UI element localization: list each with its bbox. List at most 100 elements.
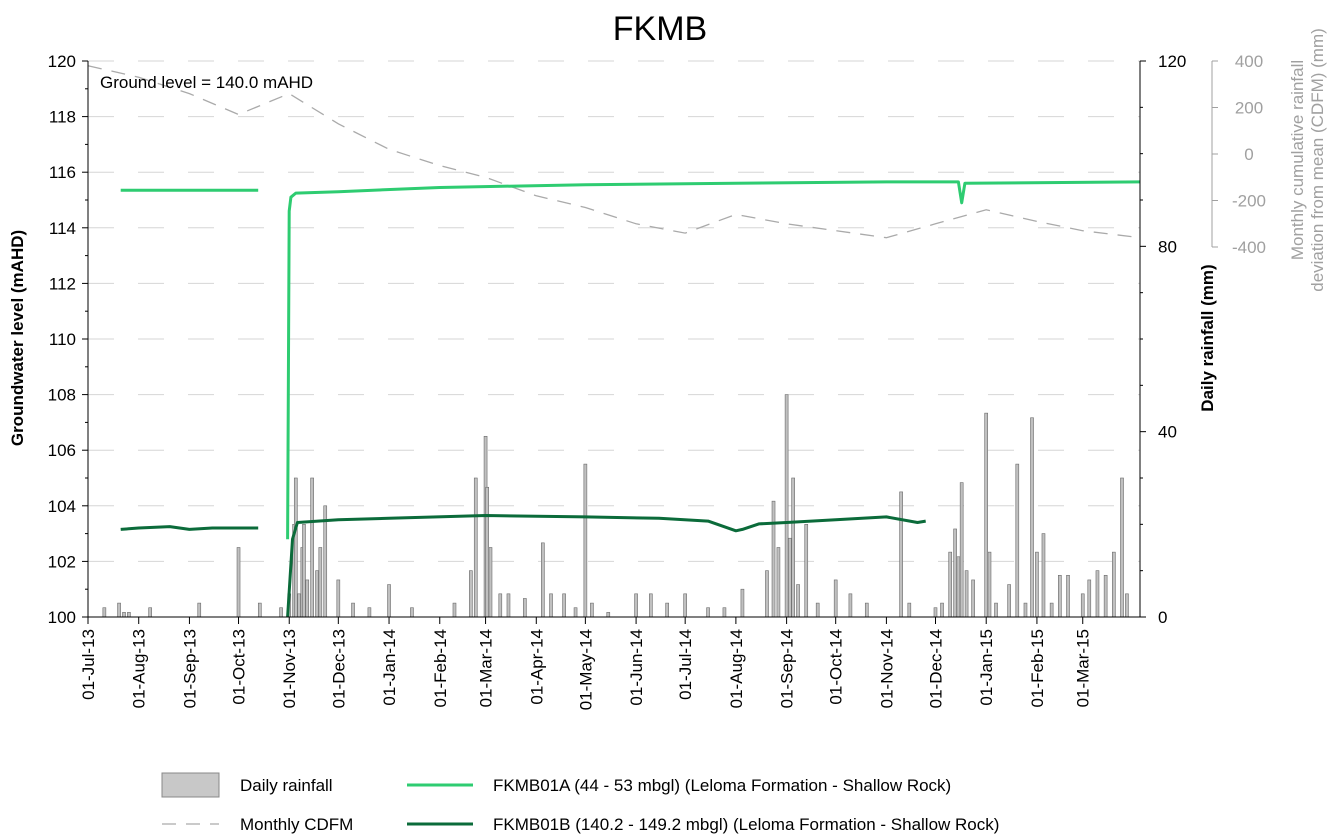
cdfm-tick-label: -400 bbox=[1232, 238, 1266, 257]
left-tick-label: 104 bbox=[48, 497, 76, 516]
left-tick-label: 114 bbox=[49, 219, 76, 238]
ground-level-note: Ground level = 140.0 mAHD bbox=[100, 73, 313, 92]
x-tick-label: 01-Sep-13 bbox=[180, 629, 199, 708]
rainfall-bar bbox=[1066, 574, 1070, 618]
x-tick-label: 01-Aug-13 bbox=[130, 629, 149, 708]
x-tick-label: 01-Apr-14 bbox=[527, 629, 546, 705]
left-tick-label: 110 bbox=[49, 330, 76, 349]
x-tick-label: 01-Nov-13 bbox=[280, 629, 299, 708]
rainfall-bar bbox=[1112, 551, 1116, 618]
rainfall-bar bbox=[541, 542, 545, 618]
right-tick-label: 80 bbox=[1158, 237, 1177, 256]
rainfall-bar bbox=[959, 482, 964, 618]
left-axis-label: Groundwater level (mAHD) bbox=[8, 230, 27, 446]
rainfall-bar bbox=[1030, 417, 1034, 618]
rainfall-bar bbox=[1023, 602, 1028, 618]
groundwater-series-line bbox=[120, 525, 259, 531]
rainfall-bar bbox=[469, 570, 473, 618]
gridlines bbox=[88, 60, 1140, 562]
x-tick-label: 01-Feb-15 bbox=[1028, 629, 1047, 707]
rainfall-bar bbox=[127, 612, 131, 618]
rainfall-bar bbox=[994, 602, 998, 618]
rainfall-bar bbox=[948, 551, 953, 618]
left-tick-label: 100 bbox=[48, 608, 76, 627]
rainfall-bar bbox=[257, 602, 262, 618]
rainfall-bar bbox=[1103, 574, 1108, 618]
right-tick-label: 40 bbox=[1158, 423, 1177, 442]
rainfall-bar bbox=[933, 607, 938, 618]
rainfall-bar bbox=[804, 524, 809, 618]
cdfm-tick-label: 0 bbox=[1244, 145, 1253, 164]
left-tick-label: 112 bbox=[49, 274, 76, 293]
left-tick-label: 118 bbox=[49, 108, 76, 127]
rainfall-bar bbox=[606, 612, 611, 618]
rainfall-bar bbox=[410, 607, 414, 618]
cdfm-line bbox=[87, 65, 1141, 239]
rainfall-bar bbox=[197, 602, 202, 618]
rainfall-bar bbox=[236, 547, 241, 618]
left-tick-label: 102 bbox=[48, 552, 76, 571]
rainfall-bar bbox=[740, 588, 745, 618]
rainfall-bar bbox=[485, 486, 490, 618]
rainfall-bar bbox=[864, 602, 869, 618]
groundwater-series-line bbox=[286, 180, 1141, 540]
rainfall-bar bbox=[788, 537, 792, 618]
x-tick-label: 01-Dec-13 bbox=[329, 629, 348, 708]
x-tick-label: 01-Jan-14 bbox=[380, 629, 399, 706]
rainfall-bar bbox=[771, 500, 776, 618]
x-tick-label: 01-Mar-14 bbox=[477, 629, 496, 707]
legend-label: Daily rainfall bbox=[240, 776, 333, 795]
rainfall-bar bbox=[953, 528, 957, 618]
rainfall-bar bbox=[523, 598, 527, 618]
rainfall-bar bbox=[452, 602, 457, 618]
rainfall-bar bbox=[583, 463, 588, 618]
rainfall-bar bbox=[907, 602, 912, 618]
rainfall-bar bbox=[956, 556, 961, 618]
rainfall-bar bbox=[1080, 593, 1085, 618]
cdfm-axis-label-1: Monthly cumulative rainfall bbox=[1288, 60, 1307, 260]
rainfall-bar bbox=[488, 547, 493, 618]
x-tick-label: 01-Sep-14 bbox=[778, 629, 797, 708]
rainfall-bar bbox=[899, 491, 903, 618]
rainfall-bar bbox=[964, 570, 969, 618]
rainfall-bar bbox=[706, 607, 710, 618]
legend-label: FKMB01B (140.2 - 149.2 mbgl) (Leloma For… bbox=[493, 815, 999, 834]
left-tick-label: 120 bbox=[48, 52, 76, 71]
rainfall-bar bbox=[791, 477, 795, 618]
rainfall-bar bbox=[1095, 570, 1100, 618]
cdfm-tick-label: -200 bbox=[1232, 192, 1266, 211]
rainfall-bar bbox=[649, 593, 653, 618]
rainfall-bar bbox=[549, 593, 553, 618]
x-tick-label: 01-May-14 bbox=[576, 629, 595, 710]
axes: 100 102 104 106 108 110 112 114 116 118 120 0 40 80 12… bbox=[48, 52, 1266, 710]
rainfall-bar bbox=[318, 547, 323, 618]
x-tick-label: 01-Mar-15 bbox=[1074, 629, 1093, 707]
rainfall-bar bbox=[765, 570, 769, 618]
rainfall-bar bbox=[984, 412, 989, 618]
rainfall-bar bbox=[310, 477, 314, 618]
x-tick-label: 01-Dec-14 bbox=[926, 629, 945, 708]
cdfm-tick-label: 400 bbox=[1235, 52, 1263, 71]
rainfall-bar bbox=[1120, 477, 1124, 618]
rainfall-bar bbox=[1035, 551, 1039, 618]
rainfall-bar bbox=[302, 524, 306, 618]
rainfall-bar bbox=[315, 570, 319, 618]
rainfall-bar bbox=[573, 607, 578, 618]
rainfall-bar bbox=[971, 579, 975, 618]
cdfm-series-line bbox=[87, 65, 1141, 239]
legend-label: FKMB01A (44 - 53 mbgl) (Leloma Formation… bbox=[493, 776, 951, 795]
groundwater-series-line bbox=[286, 514, 926, 618]
legend-swatch-rainfall bbox=[161, 772, 220, 798]
rainfall-bars bbox=[102, 394, 1129, 618]
rainfall-bar bbox=[722, 607, 727, 618]
rainfall-bar bbox=[987, 551, 992, 618]
rainfall-bar bbox=[1041, 533, 1046, 618]
rainfall-bar bbox=[1087, 579, 1092, 618]
x-tick-label: 01-Oct-13 bbox=[230, 629, 249, 705]
right-axis-label: Daily rainfall (mm) bbox=[1198, 264, 1217, 411]
rainfall-bar bbox=[562, 593, 566, 618]
rainfall-bar bbox=[665, 602, 669, 618]
x-tick-label: 01-Jul-13 bbox=[79, 629, 98, 700]
left-tick-label: 106 bbox=[48, 441, 76, 460]
